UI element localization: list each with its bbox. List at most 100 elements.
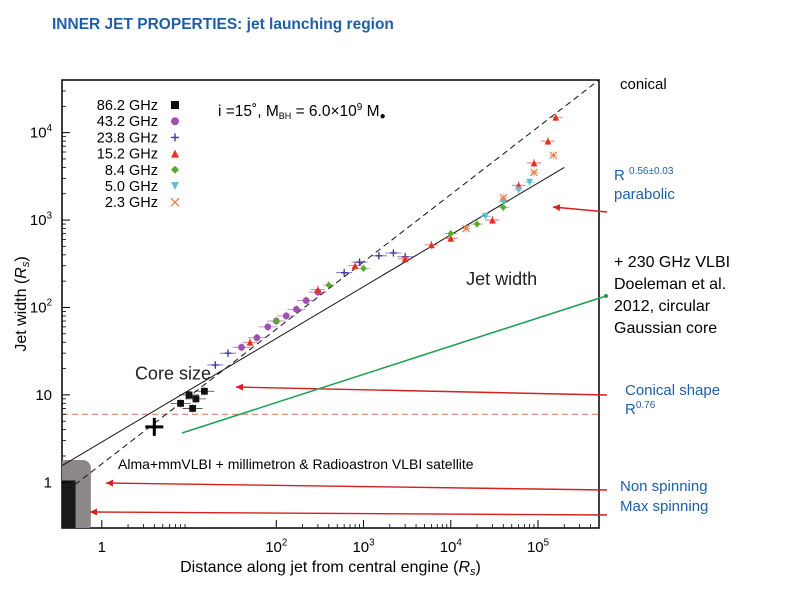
legend-label: 23.8 GHz (97, 130, 158, 146)
parabolic-label: parabolic (614, 186, 675, 203)
data-point (340, 269, 348, 277)
data-point (192, 395, 200, 403)
vlbi-230-marker (145, 417, 164, 436)
vlbi-230-line-dot (604, 294, 608, 298)
r-parabolic-label: R 0.56±0.03 (614, 166, 674, 184)
vlbi-230-line1: + 230 GHz VLBI (614, 254, 731, 271)
data-point (185, 391, 193, 399)
jet-width-label: Jet width (466, 269, 537, 289)
data-point (224, 349, 232, 357)
legend-label: 86.2 GHz (97, 98, 158, 114)
conical-label: conical (620, 76, 667, 93)
parabolic-fit-line (62, 166, 565, 467)
non-spinning-arrow (105, 482, 608, 491)
legend-label: 8.4 GHz (105, 163, 158, 179)
max-spinning-region (62, 480, 76, 528)
non-spinning-arrow-head (106, 479, 114, 487)
data-point (549, 151, 558, 160)
data-point (462, 224, 470, 233)
data-point (282, 312, 290, 320)
x-tick-label: 103 (352, 537, 374, 556)
y-tick-label: 1 (44, 474, 52, 491)
data-point (253, 334, 261, 342)
y-tick-label: 103 (30, 210, 52, 229)
data-point (544, 137, 552, 145)
max-spinning-arrow (89, 511, 608, 516)
legend-marker (171, 117, 179, 126)
vlbi-230-line3: 2012, circular (614, 298, 711, 315)
max-spinning-label: Max spinning (620, 498, 709, 515)
legend-marker (171, 182, 179, 190)
data-point (356, 258, 363, 266)
data-point (238, 343, 245, 351)
data-point (375, 252, 383, 260)
x-tick-label: 1 (98, 539, 106, 556)
data-point (292, 306, 300, 313)
vlbi-230-line2: Doeleman et al. (614, 276, 727, 293)
data-point (447, 230, 455, 237)
data-point (530, 159, 538, 167)
legend-marker (170, 197, 180, 207)
data-point (325, 281, 333, 289)
vlbi-230-line (181, 295, 607, 434)
data-point (530, 168, 538, 177)
data-point (401, 255, 409, 263)
legend-label: 5.0 GHz (105, 179, 158, 195)
data-point (389, 249, 397, 257)
inclination-mass-label: i =15˚, MBH = 6.0×109 M● (218, 102, 386, 122)
legend-marker (171, 149, 179, 158)
data-point (473, 220, 481, 228)
data-point (499, 203, 507, 211)
y-axis-label: Jet width (Rs) (13, 256, 32, 351)
data-point (211, 361, 219, 369)
data-point (482, 213, 489, 220)
data-point (526, 178, 533, 186)
non-spinning-label: Non spinning (620, 478, 708, 495)
data-point (314, 286, 322, 294)
data-point (177, 399, 184, 407)
data-point (515, 186, 523, 194)
legend-label: 43.2 GHz (97, 114, 158, 130)
data-point (499, 193, 508, 202)
legend-marker (171, 165, 179, 174)
data-point (264, 323, 272, 331)
data-point (272, 317, 280, 325)
plot-frame (61, 79, 600, 529)
legend-label: 2.3 GHz (105, 195, 158, 211)
data-point (499, 198, 507, 206)
data-point (302, 297, 310, 304)
vlbi-230-line4: Gaussian core (614, 320, 718, 337)
y-tick-label: 102 (30, 298, 52, 317)
conical-shape-arrow (235, 386, 608, 396)
max-spinning-arrow-head (90, 508, 98, 516)
conical-shape-arrow-head (236, 383, 244, 391)
slide-title: INNER JET PROPERTIES: jet launching regi… (52, 16, 394, 33)
data-point (488, 216, 496, 224)
core-size-label: Core size (135, 363, 211, 383)
alma-label: Alma+mmVLBI + millimetron & Radioastron … (118, 456, 474, 472)
vlbi-230-note: + 230 GHz VLBI Doeleman et al. 2012, cir… (614, 252, 730, 340)
y-tick-label: 104 (30, 123, 53, 142)
parabolic-arrow-head (553, 204, 561, 212)
data-point (447, 234, 455, 242)
legend-marker (171, 133, 179, 142)
r-conical-exponent: 0.76 (635, 400, 656, 411)
data-point (360, 264, 367, 272)
legend-marker (171, 101, 179, 109)
data-point (200, 387, 208, 395)
parabolic-arrow (552, 206, 608, 213)
data-point (246, 338, 254, 346)
r-conical-label: R0.76 (625, 400, 656, 418)
legend-label: 15.2 GHz (97, 147, 158, 163)
data-point (189, 405, 197, 412)
x-axis-label: Distance along jet from central engine (… (180, 559, 481, 578)
x-tick-label: 102 (265, 537, 287, 556)
data-point (351, 262, 359, 270)
r-parabolic-exponent: 0.56±0.03 (629, 166, 674, 177)
data-point (428, 241, 435, 249)
x-tick-label: 105 (527, 537, 550, 556)
conical-shape-label: Conical shape (625, 382, 721, 399)
x-tick-label: 104 (440, 537, 463, 556)
data-point (552, 113, 560, 121)
